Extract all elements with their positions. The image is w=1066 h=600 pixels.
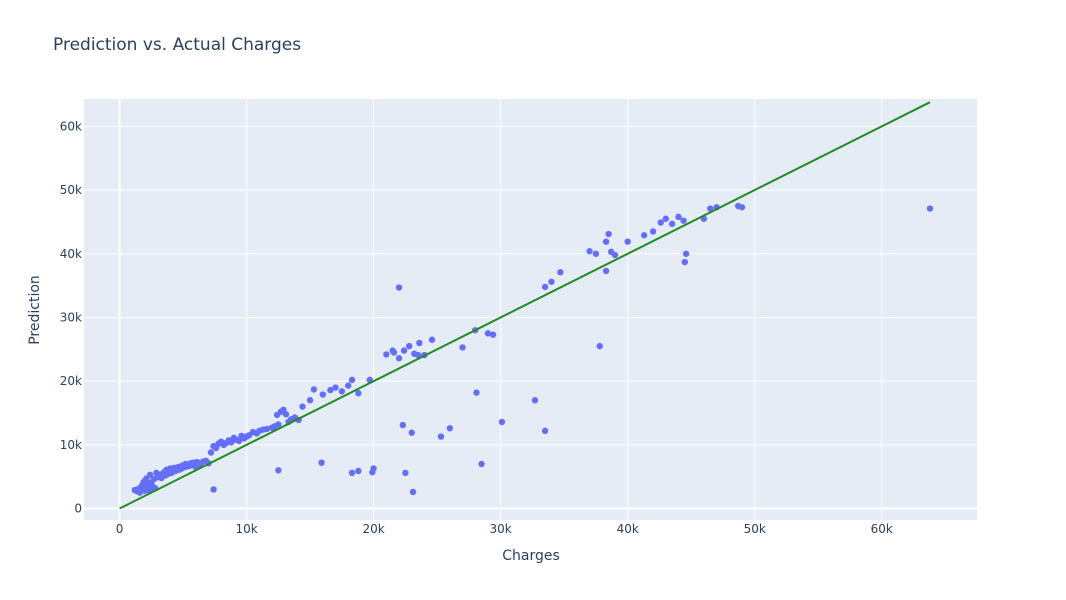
data-point [405, 342, 413, 350]
data-point [146, 471, 154, 478]
data-point [682, 250, 690, 257]
data-point [541, 427, 549, 435]
chart-title: Prediction vs. Actual Charges [53, 35, 301, 55]
data-point [531, 397, 539, 404]
data-point [592, 250, 600, 257]
data-point [478, 460, 485, 468]
reference-line [119, 101, 931, 510]
data-point [602, 267, 610, 275]
y-tick-label: 10k [60, 438, 82, 452]
data-point [409, 488, 417, 496]
data-point [348, 469, 356, 477]
data-point [235, 437, 243, 445]
data-point [675, 213, 682, 221]
data-point [275, 421, 282, 428]
data-point [459, 344, 466, 351]
data-point [738, 204, 746, 211]
data-point [548, 278, 555, 285]
data-point [668, 220, 676, 228]
x-axis-title: Charges [502, 548, 560, 564]
x-tick-label: 0 [116, 522, 124, 536]
y-tick-label: 0 [74, 502, 82, 516]
tick-labels: 0 10k 20k 30k 40k 50k 60k 0 10k 20k 30k 40k 50k 60k [60, 119, 893, 536]
plot-area [84, 99, 977, 520]
data-point [306, 397, 314, 404]
x-tick-label: 50k [744, 522, 766, 536]
data-point [399, 421, 407, 429]
data-point [389, 347, 396, 354]
data-point [400, 347, 408, 354]
data-point [345, 382, 352, 389]
data-point [605, 230, 612, 238]
data-point [707, 205, 714, 212]
data-point [414, 351, 422, 359]
data-point [282, 411, 290, 418]
data-point [473, 389, 480, 396]
data-point [355, 467, 362, 475]
grid-lines [84, 99, 977, 520]
data-point [319, 391, 327, 398]
x-tick-label: 20k [363, 522, 385, 536]
data-point [586, 248, 593, 255]
data-point [640, 232, 648, 239]
data-point [355, 390, 362, 397]
data-point [541, 283, 549, 291]
data-point [310, 386, 318, 393]
data-point [498, 418, 506, 426]
data-point [263, 425, 271, 433]
data-point [611, 251, 619, 259]
data-point [926, 205, 934, 212]
data-point [395, 284, 403, 291]
data-point [557, 269, 564, 276]
data-point [428, 336, 436, 343]
data-point [210, 486, 217, 493]
data-point [395, 355, 403, 362]
y-tick-label: 20k [60, 374, 82, 388]
y-tick-label: 60k [60, 119, 82, 133]
data-point [348, 376, 356, 384]
data-point [136, 489, 144, 496]
y-axis-title: Prediction [27, 275, 43, 345]
data-point [383, 351, 390, 358]
data-point [437, 433, 445, 440]
data-point [596, 342, 603, 350]
data-point [489, 331, 497, 338]
data-point [681, 258, 689, 266]
x-tick-label: 60k [871, 522, 893, 536]
data-point [318, 459, 325, 466]
data-point [275, 467, 282, 474]
data-point [299, 403, 306, 410]
x-tick-label: 30k [490, 522, 512, 536]
x-tick-label: 40k [617, 522, 639, 536]
data-point [680, 217, 687, 224]
data-point [657, 219, 664, 226]
data-point [624, 238, 631, 245]
data-point [416, 339, 423, 347]
y-tick-label: 50k [60, 183, 82, 197]
data-point [662, 215, 669, 222]
data-point [327, 386, 334, 394]
data-point [408, 429, 415, 436]
data-point [338, 388, 346, 395]
data-point [484, 330, 492, 337]
y-tick-label: 40k [60, 247, 82, 261]
data-point [602, 238, 610, 245]
data-point [446, 425, 454, 432]
data-point [332, 384, 339, 391]
data-point [370, 465, 377, 472]
y-tick-label: 30k [60, 310, 82, 324]
data-point [649, 228, 657, 235]
x-tick-label: 10k [235, 522, 257, 536]
data-point [402, 469, 409, 477]
data-point [207, 449, 215, 456]
